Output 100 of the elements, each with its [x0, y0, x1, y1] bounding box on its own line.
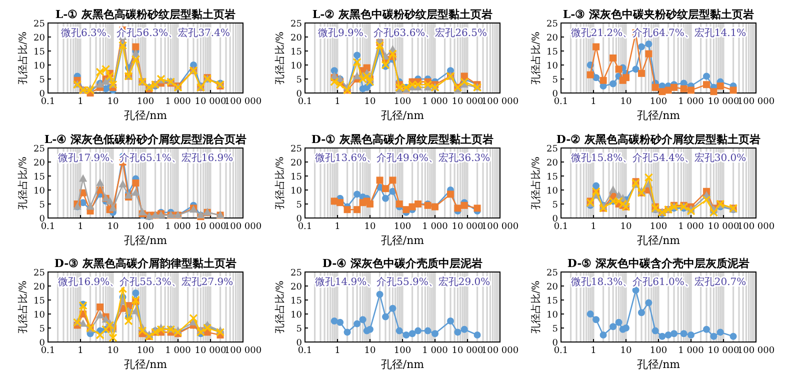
y-tick-label: 10 — [34, 62, 46, 72]
x-tick-label: 10 000 — [452, 346, 484, 356]
x-tick-label: 1 000 — [678, 346, 704, 356]
x-tick-label: 100 000 — [737, 222, 775, 232]
y-tick-label: 15 — [290, 48, 302, 58]
y-tick-label: 25 — [34, 268, 46, 278]
annotation: 微孔18.3%、介孔61.0%、宏孔20.7% — [570, 276, 746, 288]
y-axis-title: 孔径占比/% — [274, 156, 286, 210]
x-tick-label: 10 — [620, 346, 632, 356]
y-tick-label: 15 — [546, 296, 558, 306]
x-tick-label: 10 000 — [194, 97, 227, 107]
y-axis-title: 孔径占比/% — [530, 280, 542, 334]
y-axis-title: 孔径占比/% — [274, 280, 286, 334]
x-tick-label: 100 — [394, 97, 412, 107]
y-tick-label: 5 — [296, 200, 302, 210]
y-tick-label: 15 — [546, 172, 558, 182]
point — [118, 180, 127, 188]
chart-title: D-① 灰黑色高碳介屑纹层型黏土页岩 — [311, 133, 494, 146]
x-tick-label: 100 — [394, 222, 412, 232]
x-tick-label: 10 000 — [708, 222, 740, 232]
y-tick-label: 25 — [546, 144, 558, 154]
x-tick-label: 1 000 — [165, 222, 192, 232]
x-tick-label: 100 000 — [481, 97, 519, 107]
x-tick-label: 1 000 — [678, 222, 704, 232]
x-tick-label: 1 — [334, 346, 340, 356]
x-tick-label: 10 000 — [708, 97, 740, 107]
x-tick-label: 1 — [334, 97, 340, 107]
chart-title: D-③ 灰黑色高碳介屑韵律型黏土页岩 — [54, 257, 237, 270]
x-tick-label: 100 000 — [224, 97, 262, 107]
point — [106, 196, 114, 204]
x-axis-title: 孔径/nm — [124, 358, 168, 371]
y-tick-label: 20 — [290, 34, 302, 44]
y-tick-label: 15 — [34, 48, 46, 58]
y-tick-label: 15 — [290, 296, 302, 306]
annotation: 微孔14.9%、介孔55.9%、宏孔29.0% — [314, 276, 490, 288]
point — [86, 202, 94, 210]
y-tick-label: 5 — [39, 76, 46, 86]
y-tick-label: 10 — [290, 62, 302, 72]
y-tick-label: 10 — [546, 310, 558, 320]
annotation: 微孔16.9%、介孔55.3%、宏孔27.9% — [58, 276, 234, 288]
x-tick-label: 100 — [650, 97, 668, 107]
y-tick-label: 10 — [546, 62, 558, 72]
y-tick-label: 25 — [34, 144, 46, 154]
x-tick-label: 1 000 — [422, 97, 448, 107]
x-tick-label: 100 000 — [481, 222, 519, 232]
x-tick-label: 1 — [590, 346, 596, 356]
x-tick-label: 1 000 — [165, 346, 192, 356]
y-tick-label: 10 — [290, 186, 302, 196]
x-tick-label: 10 — [364, 222, 376, 232]
chart-title: D-② 灰黑色高碳粉砂介屑纹层型黏土页岩 — [556, 133, 761, 146]
x-tick-label: 1 — [78, 97, 84, 107]
x-tick-label: 0.1 — [298, 97, 312, 107]
x-tick-label: 10 — [107, 222, 119, 232]
y-tick-label: 20 — [34, 34, 46, 44]
y-tick-label: 5 — [296, 324, 302, 334]
y-tick-label: 10 — [546, 186, 558, 196]
y-tick-label: 20 — [290, 282, 302, 292]
y-tick-label: 10 — [290, 310, 302, 320]
y-tick-label: 5 — [552, 200, 558, 210]
x-tick-label: 0.1 — [40, 222, 56, 232]
x-axis-title: 孔径/nm — [124, 109, 168, 122]
point — [138, 208, 146, 216]
y-tick-label: 25 — [290, 268, 302, 278]
x-tick-label: 10 — [364, 346, 376, 356]
y-tick-label: 20 — [546, 158, 558, 168]
y-axis-title: 孔径占比/% — [530, 32, 542, 84]
x-tick-label: 10 — [107, 346, 119, 356]
x-tick-label: 10 000 — [708, 346, 740, 356]
x-tick-label: 100 — [650, 346, 668, 356]
y-tick-label: 10 — [34, 310, 46, 320]
x-tick-label: 100 — [394, 346, 412, 356]
annotation: 微孔13.6%、介孔49.9%、宏孔36.3% — [314, 152, 490, 164]
y-axis-title: 孔径占比/% — [17, 156, 29, 210]
y-tick-label: 15 — [290, 172, 302, 182]
y-tick-label: 20 — [34, 282, 46, 292]
annotation: 微孔9.9%、介孔63.6%、宏孔26.5% — [318, 27, 487, 39]
x-tick-label: 0.1 — [298, 222, 312, 232]
x-tick-label: 0.1 — [40, 97, 56, 107]
y-tick-label: 5 — [39, 200, 46, 210]
x-tick-label: 100 — [136, 346, 154, 356]
chart-title: D-④ 深灰色中碳介壳质中层泥岩 — [322, 257, 483, 270]
x-tick-label: 0.1 — [554, 346, 568, 356]
point — [132, 180, 140, 186]
y-tick-label: 25 — [290, 144, 302, 154]
point — [124, 191, 133, 199]
y-tick-label: 20 — [546, 34, 558, 44]
x-tick-label: 1 — [78, 222, 84, 232]
y-tick-label: 25 — [290, 20, 302, 30]
y-tick-label: 15 — [34, 172, 46, 182]
y-tick-label: 20 — [546, 282, 558, 292]
x-tick-label: 10 — [620, 97, 632, 107]
x-tick-label: 10 000 — [452, 97, 484, 107]
chart-title: L-③ 深灰色中碳夹粉砂纹层型黏土页岩 — [562, 8, 754, 21]
point — [132, 188, 140, 196]
x-tick-label: 100 000 — [481, 346, 519, 356]
x-tick-label: 0.1 — [298, 346, 312, 356]
annotation: 微孔17.9%、介孔65.1%、宏孔16.9% — [58, 152, 234, 164]
annotation: 微孔15.8%、介孔54.4%、宏孔30.0% — [570, 152, 746, 164]
chart-title: L-② 灰黑色中碳粉砂纹层型黏土页岩 — [312, 8, 493, 21]
x-tick-label: 1 — [590, 222, 596, 232]
